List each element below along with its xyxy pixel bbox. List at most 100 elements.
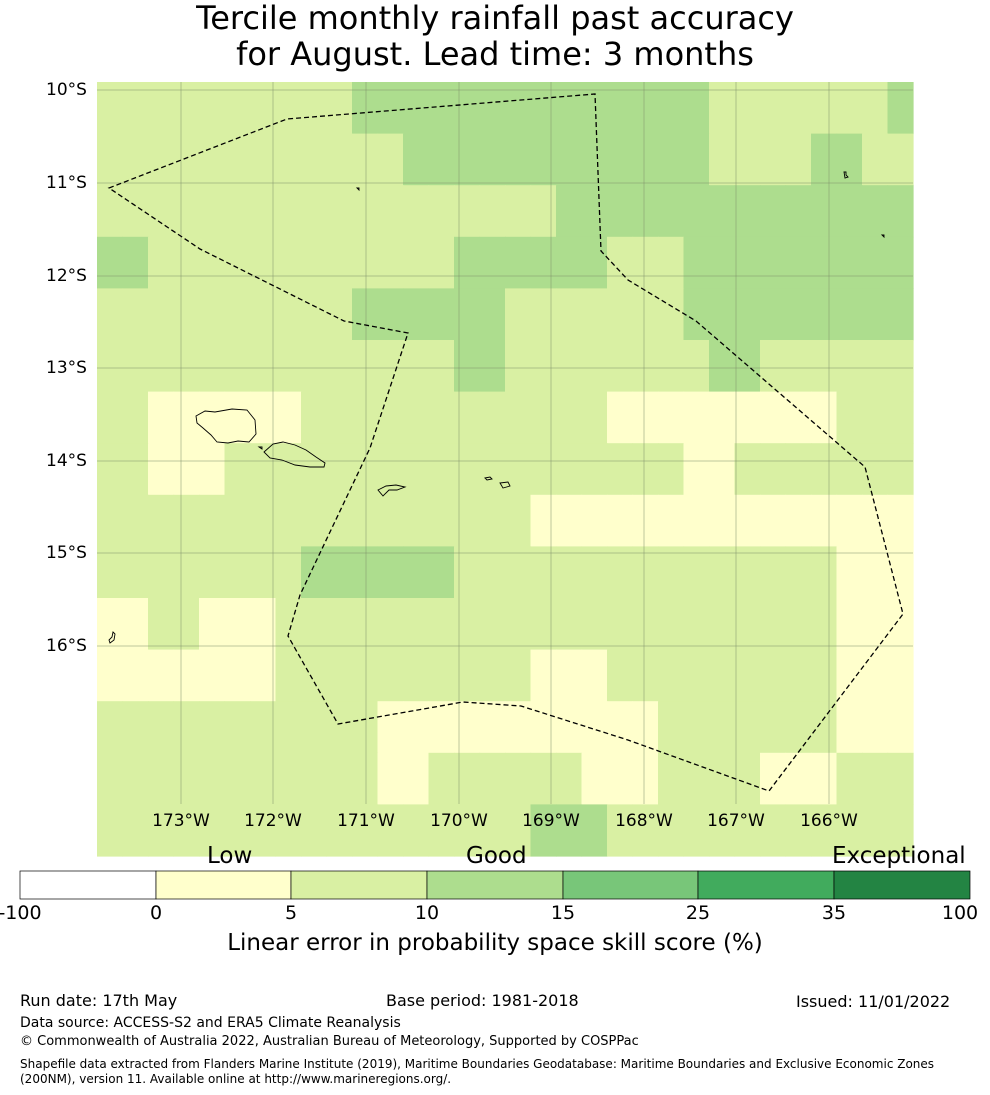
grid-cell xyxy=(199,391,226,444)
grid-cell xyxy=(250,546,277,599)
colorbar-tick: 10 xyxy=(414,902,440,924)
grid-cell xyxy=(530,185,557,238)
grid-cell xyxy=(275,236,302,289)
grid-cell xyxy=(862,598,889,651)
grid-cell xyxy=(377,494,404,547)
grid-cell xyxy=(377,546,404,599)
grid-cell xyxy=(326,546,353,599)
grid-cell xyxy=(479,236,506,289)
grid-cell xyxy=(607,288,634,341)
grid-cell xyxy=(275,494,302,547)
grid-cell xyxy=(734,649,761,702)
grid-cell xyxy=(479,546,506,599)
grid-cell xyxy=(709,391,736,444)
grid-cell xyxy=(454,598,481,651)
grid-cell xyxy=(709,185,736,238)
grid-cell xyxy=(377,443,404,496)
grid-cell xyxy=(709,443,736,496)
grid-cell xyxy=(632,598,659,651)
grid-cell xyxy=(148,443,175,496)
grid-cell xyxy=(632,185,659,238)
grid-cell xyxy=(377,598,404,651)
grid-cell xyxy=(301,340,328,393)
grid-cell xyxy=(734,443,761,496)
grid-cell xyxy=(709,752,736,805)
grid-cell xyxy=(734,804,761,857)
colorbar-segment xyxy=(155,870,292,900)
grid-cell xyxy=(556,340,583,393)
grid-cell xyxy=(301,185,328,238)
lat-label-13s: 13°S xyxy=(46,358,87,378)
grid-cell xyxy=(658,546,685,599)
lat-label-10s: 10°S xyxy=(46,80,87,100)
grid-cell xyxy=(97,340,124,393)
grid-cell xyxy=(683,236,710,289)
grid-cell xyxy=(454,701,481,754)
grid-cell xyxy=(836,598,863,651)
grid-cell xyxy=(505,391,532,444)
grid-cell xyxy=(556,236,583,289)
grid-cell xyxy=(658,82,685,135)
grid-cell xyxy=(301,288,328,341)
grid-cell xyxy=(581,804,608,857)
grid-cell xyxy=(199,236,226,289)
grid-cell xyxy=(683,752,710,805)
grid-cell xyxy=(403,701,430,754)
grid-cell xyxy=(785,236,812,289)
grid-cell xyxy=(122,443,149,496)
grid-cell xyxy=(760,340,787,393)
swains-island xyxy=(355,187,360,192)
grid-cell xyxy=(734,288,761,341)
small-islet-east xyxy=(880,234,885,239)
grid-cell xyxy=(505,701,532,754)
grid-cell xyxy=(632,804,659,857)
grid-cell xyxy=(352,752,379,805)
grid-cell xyxy=(403,598,430,651)
grid-cell xyxy=(97,752,124,805)
grid-cell xyxy=(148,185,175,238)
tutuila-island xyxy=(377,484,407,497)
grid-cell xyxy=(530,340,557,393)
grid-cell xyxy=(581,133,608,186)
grid-cell xyxy=(199,82,226,135)
grid-cell xyxy=(862,701,889,754)
grid-cell xyxy=(352,598,379,651)
grid-cell xyxy=(403,133,430,186)
grid-cell xyxy=(556,701,583,754)
grid-cell xyxy=(97,82,124,135)
grid-cell xyxy=(632,494,659,547)
grid-cell xyxy=(505,752,532,805)
grid-cell xyxy=(352,82,379,135)
colorbar-title: Linear error in probability space skill … xyxy=(227,930,763,956)
grid-cell xyxy=(377,340,404,393)
grid-cell xyxy=(887,288,914,341)
grid-cell xyxy=(199,649,226,702)
grid-cell xyxy=(760,598,787,651)
grid-cell xyxy=(811,236,838,289)
grid-cell xyxy=(709,804,736,857)
grid-cell xyxy=(403,649,430,702)
grid-cell xyxy=(173,185,200,238)
grid-cell xyxy=(785,546,812,599)
grid-cell xyxy=(760,804,787,857)
grid-cell xyxy=(836,494,863,547)
grid-cell xyxy=(505,494,532,547)
grid-cell xyxy=(428,546,455,599)
grid-cell xyxy=(811,443,838,496)
grid-cell xyxy=(250,443,277,496)
grid-cell xyxy=(760,649,787,702)
grid-cell xyxy=(275,598,302,651)
grid-cell xyxy=(454,752,481,805)
lon-label-171w: 171°W xyxy=(337,811,395,831)
grid-cell xyxy=(377,133,404,186)
grid-cell xyxy=(301,752,328,805)
grid-cell xyxy=(607,133,634,186)
grid-cell xyxy=(607,494,634,547)
grid-cell xyxy=(428,494,455,547)
grid-cell xyxy=(887,804,914,857)
grid-cell xyxy=(760,133,787,186)
grid-cell xyxy=(760,236,787,289)
grid-cell xyxy=(403,546,430,599)
grid-cell xyxy=(811,701,838,754)
eez-boundary xyxy=(107,93,904,792)
